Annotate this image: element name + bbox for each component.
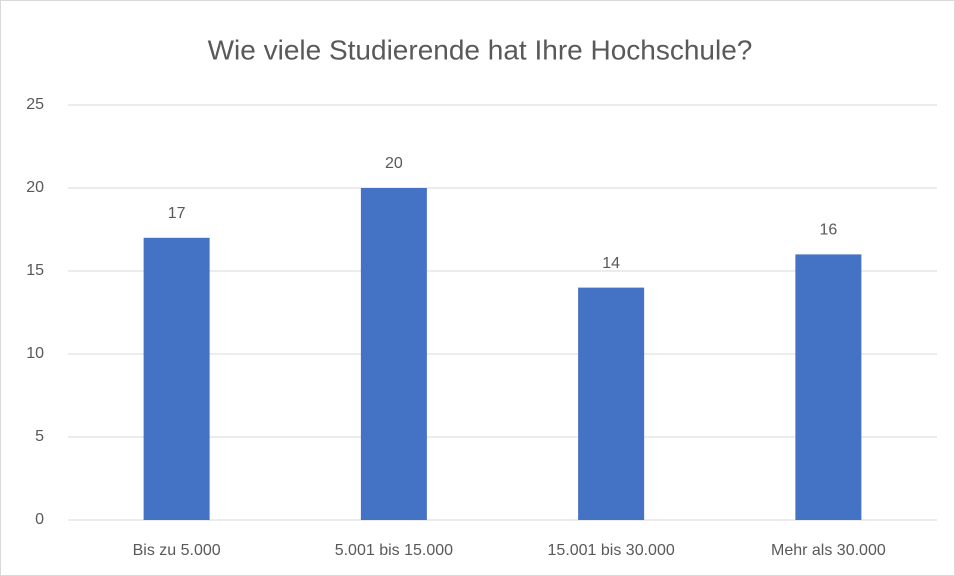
data-label: 14 [602, 255, 620, 272]
bar [360, 188, 427, 520]
y-tick-label: 5 [35, 428, 44, 445]
y-tick-label: 15 [26, 262, 44, 279]
y-tick-label: 20 [26, 179, 44, 196]
y-tick-label: 10 [26, 345, 44, 362]
x-tick-label: 15.001 bis 30.000 [548, 542, 675, 559]
y-tick-label: 25 [26, 96, 44, 113]
data-label: 16 [819, 222, 837, 239]
y-tick-label: 0 [35, 511, 44, 528]
chart-title: Wie viele Studierende hat Ihre Hochschul… [208, 34, 753, 65]
x-tick-label: 5.001 bis 15.000 [335, 542, 453, 559]
data-label: 17 [168, 205, 186, 222]
data-label: 20 [385, 155, 403, 172]
x-tick-label: Mehr als 30.000 [771, 542, 886, 559]
x-tick-label: Bis zu 5.000 [133, 542, 221, 559]
bar [578, 287, 645, 520]
bar [143, 237, 210, 521]
bar [795, 254, 862, 520]
